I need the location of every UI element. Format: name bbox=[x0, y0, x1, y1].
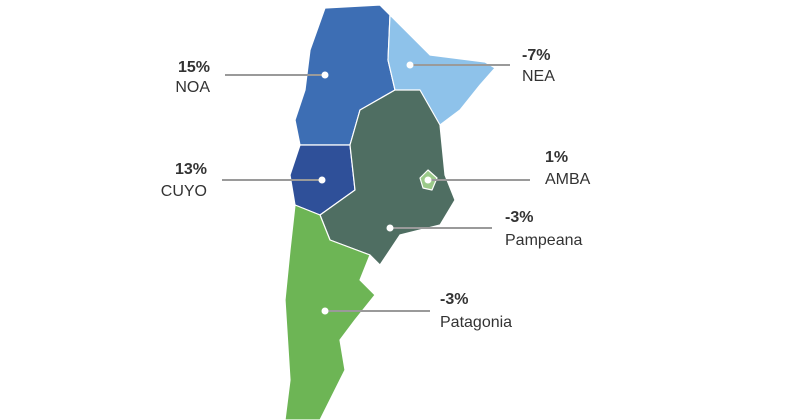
marker bbox=[406, 61, 414, 69]
region-name: CUYO bbox=[161, 183, 207, 200]
marker bbox=[318, 176, 326, 184]
marker bbox=[424, 176, 432, 184]
region-pampeana bbox=[319, 89, 456, 266]
region-name: AMBA bbox=[545, 171, 591, 188]
region-name: NEA bbox=[522, 68, 555, 85]
region-value: -3% bbox=[505, 209, 533, 226]
marker bbox=[321, 71, 329, 79]
region-value: -7% bbox=[522, 47, 550, 64]
region-value: -3% bbox=[440, 291, 468, 308]
region-name: Pampeana bbox=[505, 232, 582, 249]
region-name: Patagonia bbox=[440, 314, 512, 331]
region-value: 15% bbox=[178, 59, 210, 76]
marker bbox=[386, 224, 394, 232]
marker bbox=[321, 307, 329, 315]
region-name: NOA bbox=[175, 79, 210, 96]
region-value: 1% bbox=[545, 149, 568, 166]
region-value: 13% bbox=[175, 161, 207, 178]
region-patagonia bbox=[284, 204, 376, 420]
